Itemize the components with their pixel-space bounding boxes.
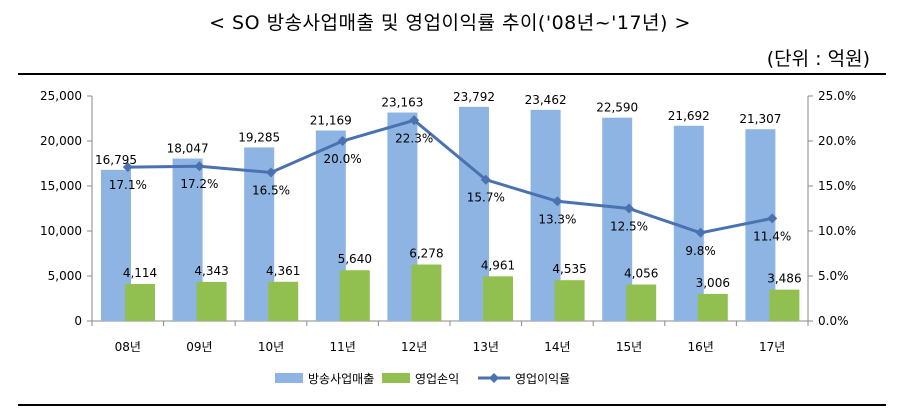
revenue-data-label: 19,285 xyxy=(238,130,280,144)
profit-bar xyxy=(411,264,441,321)
x-tick-label: 11년 xyxy=(329,340,355,354)
x-tick-label: 16년 xyxy=(687,340,713,354)
profit-data-label: 4,535 xyxy=(552,262,586,276)
margin-data-label: 17.1% xyxy=(109,178,147,192)
legend-profit-label: 영업손익 xyxy=(415,372,459,386)
right-tick-label: 5.0% xyxy=(818,269,849,283)
revenue-data-label: 21,692 xyxy=(668,109,710,123)
revenue-data-label: 21,169 xyxy=(310,113,352,127)
profit-data-label: 4,961 xyxy=(481,258,515,272)
revenue-data-label: 21,307 xyxy=(739,112,781,126)
profit-data-label: 4,114 xyxy=(123,266,157,280)
profit-data-label: 5,640 xyxy=(338,252,372,266)
profit-bar xyxy=(555,280,585,321)
profit-bar xyxy=(268,282,298,321)
profit-data-label: 3,006 xyxy=(696,276,730,290)
revenue-data-label: 22,590 xyxy=(596,101,638,115)
margin-data-label: 12.5% xyxy=(610,220,648,234)
x-tick-label: 09년 xyxy=(186,340,212,354)
legend-profit-swatch xyxy=(382,373,410,383)
revenue-data-label: 16,795 xyxy=(95,153,137,167)
margin-data-label: 16.5% xyxy=(252,184,290,198)
profit-bar xyxy=(340,270,370,321)
profit-bar xyxy=(626,284,656,321)
profit-bar xyxy=(769,290,799,321)
profit-data-label: 4,361 xyxy=(266,264,300,278)
margin-data-label: 9.8% xyxy=(685,244,716,258)
profit-data-label: 4,056 xyxy=(624,266,658,280)
profit-bar xyxy=(698,294,728,321)
legend-margin-label: 영업이익율 xyxy=(515,372,570,386)
right-tick-label: 0.0% xyxy=(818,314,849,328)
profit-data-label: 4,343 xyxy=(194,264,228,278)
profit-bar xyxy=(483,276,513,321)
right-tick-label: 15.0% xyxy=(818,179,856,193)
margin-data-label: 17.2% xyxy=(180,177,218,191)
profit-data-label: 6,278 xyxy=(409,246,443,260)
right-tick-label: 25.0% xyxy=(818,89,856,103)
right-tick-label: 10.0% xyxy=(818,224,856,238)
profit-bar xyxy=(125,284,155,321)
x-tick-label: 17년 xyxy=(759,340,785,354)
right-tick-label: 20.0% xyxy=(818,134,856,148)
x-tick-label: 12년 xyxy=(401,340,427,354)
revenue-data-label: 23,462 xyxy=(525,93,567,107)
revenue-data-label: 18,047 xyxy=(167,142,209,156)
x-tick-label: 10년 xyxy=(258,340,284,354)
margin-data-label: 22.3% xyxy=(395,131,433,145)
x-tick-label: 13년 xyxy=(473,340,499,354)
left-tick-label: 20,000 xyxy=(40,134,82,148)
x-tick-label: 08년 xyxy=(115,340,141,354)
profit-data-label: 3,486 xyxy=(767,272,801,286)
left-tick-label: 15,000 xyxy=(40,179,82,193)
left-tick-label: 10,000 xyxy=(40,224,82,238)
margin-data-label: 11.4% xyxy=(753,229,791,243)
left-tick-label: 0 xyxy=(74,314,82,328)
revenue-data-label: 23,792 xyxy=(453,90,495,104)
left-tick-label: 5,000 xyxy=(48,269,82,283)
revenue-bar xyxy=(674,126,704,321)
legend-margin-marker xyxy=(489,373,499,383)
x-tick-label: 14년 xyxy=(544,340,570,354)
combo-chart: 0 5,000 10,000 15,000 20,000 25,000 0.0% 5.0% 10… xyxy=(0,0,900,420)
profit-bar xyxy=(197,282,227,321)
x-tick-label: 15년 xyxy=(616,340,642,354)
revenue-data-label: 23,163 xyxy=(381,96,423,110)
legend-revenue-label: 방송사업매출 xyxy=(308,372,374,386)
margin-data-label: 20.0% xyxy=(324,152,362,166)
margin-data-label: 15.7% xyxy=(467,191,505,205)
margin-data-label: 13.3% xyxy=(538,212,576,226)
left-tick-label: 25,000 xyxy=(40,89,82,103)
legend-revenue-swatch xyxy=(275,373,303,383)
